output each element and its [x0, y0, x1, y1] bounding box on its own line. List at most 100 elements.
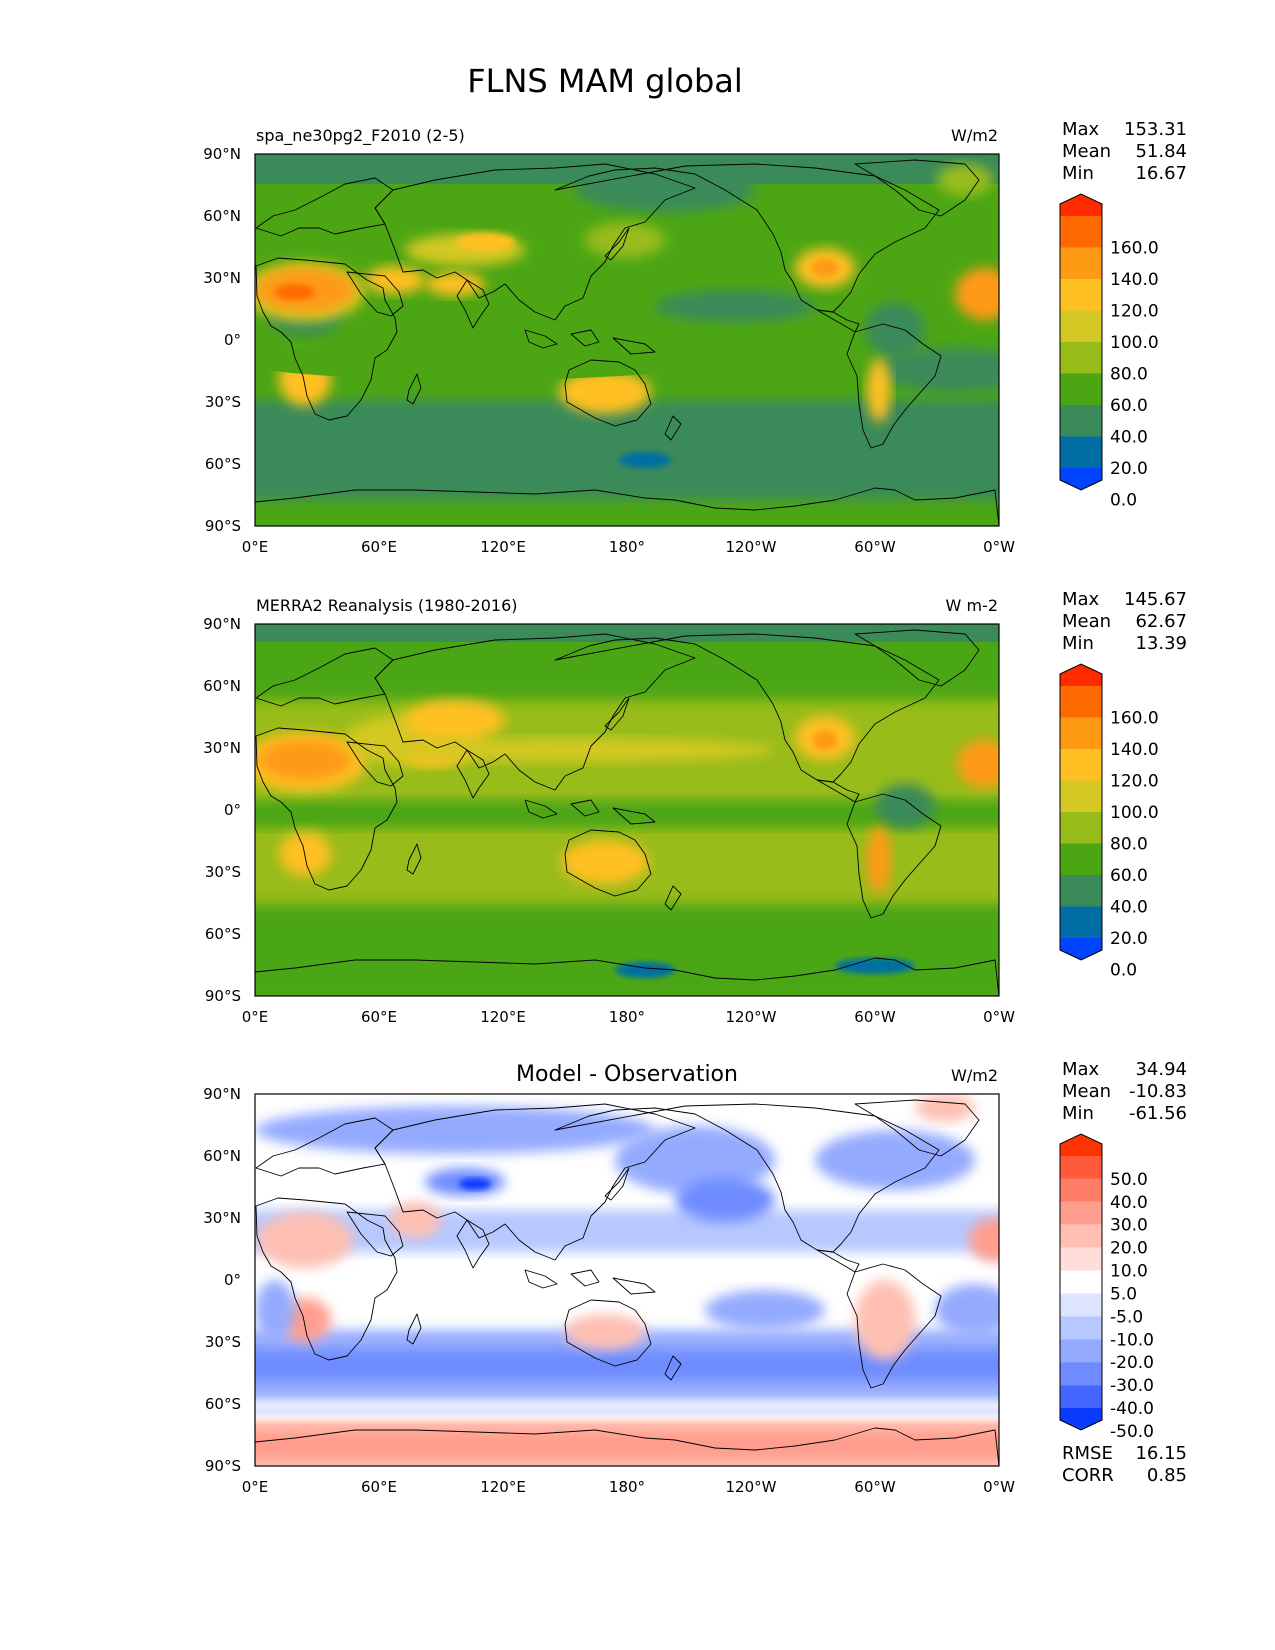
lat-tick-label: 60°N: [203, 207, 241, 225]
lon-tick-label: 180°: [609, 1478, 645, 1496]
colorbar-swatch: [1060, 373, 1102, 405]
map-model: [255, 154, 999, 526]
stat-max-value: 153.31: [1124, 119, 1187, 140]
colorbar-swatch: [1060, 1134, 1102, 1156]
colorbar-swatch: [1060, 875, 1102, 907]
colorbar-tick-label: 20.0: [1110, 929, 1148, 949]
colorbar-tick-label: 100.0: [1110, 333, 1159, 353]
colorbar-swatch: [1060, 342, 1102, 374]
colorbar-tick-label: 20.0: [1110, 459, 1148, 479]
lon-tick-label: 0°W: [983, 538, 1015, 556]
stats-obs: Max 145.67 Mean 62.67 Min 13.39: [1062, 589, 1187, 654]
lon-tick-label: 120°E: [480, 538, 526, 556]
stat-corr-value: 0.85: [1147, 1465, 1187, 1486]
lat-tick-label: 30°N: [203, 739, 241, 757]
lat-ticks-model: 90°N 60°N 30°N 0° 30°S 60°S 90°S: [203, 145, 241, 535]
panel-model: spa_ne30pg2_F2010 (2-5) W/m2: [203, 119, 1187, 556]
colorbar-tick-label: 140.0: [1110, 740, 1159, 760]
lon-tick-label: 0°W: [983, 1008, 1015, 1026]
lon-tick-label: 0°E: [242, 1478, 269, 1496]
lon-tick-label: 60°E: [361, 1008, 397, 1026]
lat-tick-label: 30°S: [205, 1333, 241, 1351]
panel-diff-units: W/m2: [951, 1066, 998, 1085]
lat-tick-label: 0°: [224, 1271, 241, 1289]
stats-model: Max 153.31 Mean 51.84 Min 16.67: [1062, 119, 1187, 184]
colorbar-swatch: [1060, 1247, 1102, 1271]
colorbar-tick-label: 0.0: [1110, 961, 1137, 981]
colorbar-swatch: [1060, 1224, 1102, 1248]
figure-title: FLNS MAM global: [467, 62, 743, 100]
colorbar-swatch: [1060, 686, 1102, 718]
colorbar-outline: [1059, 193, 1103, 491]
stat-min-label: Min: [1062, 1103, 1094, 1124]
lon-tick-label: 60°W: [854, 538, 896, 556]
panel-diff: Model - Observation W/m2: [203, 1059, 1187, 1496]
lon-tick-label: 0°W: [983, 1478, 1015, 1496]
colorbar-swatch: [1060, 938, 1102, 960]
colorbar-tick-label: 50.0: [1110, 1170, 1148, 1190]
lat-tick-label: 30°S: [205, 863, 241, 881]
stat-min-label: Min: [1062, 633, 1094, 654]
lat-tick-label: 30°S: [205, 393, 241, 411]
lon-tick-label: 180°: [609, 538, 645, 556]
colorbar-tick-label: -20.0: [1110, 1353, 1154, 1373]
lat-tick-label: 90°N: [203, 145, 241, 163]
lat-ticks-obs: 90°N 60°N 30°N 0° 30°S 60°S 90°S: [203, 615, 241, 1005]
colorbar-swatch: [1060, 216, 1102, 248]
colorbar-swatch: [1060, 1362, 1102, 1386]
stat-mean-label: Mean: [1062, 141, 1111, 162]
colorbar-tick-label: 10.0: [1110, 1262, 1148, 1282]
stat-min-value: -61.56: [1129, 1103, 1187, 1124]
lon-tick-label: 120°W: [726, 538, 777, 556]
stat-max-label: Max: [1062, 119, 1100, 140]
lat-tick-label: 0°: [224, 801, 241, 819]
colorbar-swatch: [1060, 279, 1102, 311]
lat-tick-label: 30°N: [203, 1209, 241, 1227]
map-obs: [255, 624, 999, 996]
colorbar-swatch: [1060, 780, 1102, 812]
stat-max-value: 34.94: [1135, 1059, 1187, 1080]
colorbar-tick-label: 40.0: [1110, 898, 1148, 918]
lon-tick-label: 120°E: [480, 1478, 526, 1496]
colorbar-tick-label: 120.0: [1110, 772, 1159, 792]
colorbar-swatch: [1060, 1270, 1102, 1294]
colorbar-swatch: [1060, 749, 1102, 781]
stat-mean-label: Mean: [1062, 611, 1111, 632]
colorbar-swatch: [1060, 1316, 1102, 1340]
lat-tick-label: 90°S: [205, 517, 241, 535]
colorbar-swatch: [1060, 1178, 1102, 1202]
lon-tick-label: 60°W: [854, 1008, 896, 1026]
map-diff: [255, 1094, 999, 1466]
lat-tick-label: 60°N: [203, 1147, 241, 1165]
colorbar-swatch: [1060, 1385, 1102, 1408]
colorbar-tick-label: -30.0: [1110, 1376, 1154, 1396]
colorbar-diff: 50.0 40.0 30.0 20.0 10.05.0 -5.0 -10.0 -20.0 -30…: [1059, 1133, 1154, 1442]
colorbar-swatch: [1060, 468, 1102, 490]
stat-min-value: 13.39: [1135, 633, 1187, 654]
stat-max-value: 145.67: [1124, 589, 1187, 610]
stat-corr-label: CORR: [1062, 1465, 1114, 1486]
colorbar-tick-label: 30.0: [1110, 1216, 1148, 1236]
colorbar-model: 160.0 140.0 120.0 100.0 80.0 60.0 40.0 20.0 0.0: [1059, 193, 1159, 511]
colorbar-swatch: [1060, 1293, 1102, 1317]
colorbar-tick-label: 60.0: [1110, 866, 1148, 886]
stat-mean-value: 51.84: [1135, 141, 1187, 162]
colorbar-tick-label: 0.0: [1110, 491, 1137, 511]
lat-ticks-diff: 90°N 60°N 30°N 0° 30°S 60°S 90°S: [203, 1085, 241, 1475]
colorbar-swatch: [1060, 1156, 1102, 1179]
lon-tick-label: 120°W: [726, 1008, 777, 1026]
lat-tick-label: 60°N: [203, 677, 241, 695]
stats-diff: Max 34.94 Mean -10.83 Min -61.56 RMSE 16…: [1062, 1059, 1187, 1486]
colorbar-swatch: [1060, 194, 1102, 216]
stat-min-value: 16.67: [1135, 163, 1187, 184]
colorbar-swatch: [1060, 436, 1102, 468]
colorbar-tick-label: 160.0: [1110, 709, 1159, 729]
colorbar-tick-label: 120.0: [1110, 302, 1159, 322]
lat-tick-label: 90°N: [203, 1085, 241, 1103]
colorbar-tick-label: 20.0: [1110, 1239, 1148, 1259]
lat-tick-label: 90°S: [205, 1457, 241, 1475]
panel-diff-center-title: Model - Observation: [516, 1062, 738, 1087]
colorbar-swatch: [1060, 1201, 1102, 1225]
lat-tick-label: 90°S: [205, 987, 241, 1005]
